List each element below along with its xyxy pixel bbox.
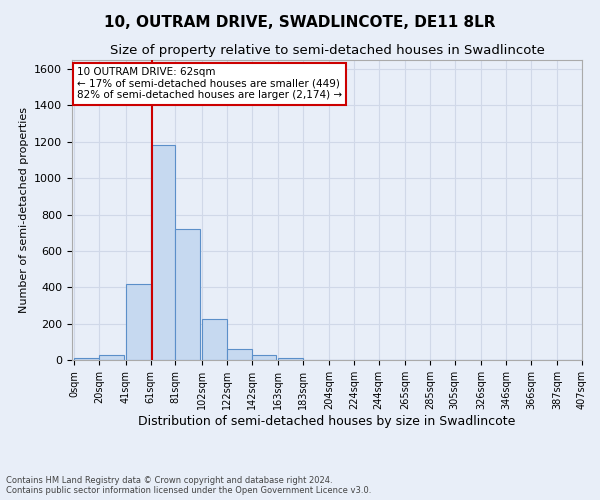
Bar bbox=[251, 354, 277, 360]
Bar bbox=[74, 358, 100, 360]
Text: 10 OUTRAM DRIVE: 62sqm
← 17% of semi-detached houses are smaller (449)
82% of se: 10 OUTRAM DRIVE: 62sqm ← 17% of semi-det… bbox=[77, 68, 342, 100]
Bar bbox=[202, 319, 227, 360]
Bar bbox=[175, 229, 200, 360]
Y-axis label: Number of semi-detached properties: Number of semi-detached properties bbox=[19, 107, 29, 313]
Text: Contains HM Land Registry data © Crown copyright and database right 2024.
Contai: Contains HM Land Registry data © Crown c… bbox=[6, 476, 371, 495]
Text: 10, OUTRAM DRIVE, SWADLINCOTE, DE11 8LR: 10, OUTRAM DRIVE, SWADLINCOTE, DE11 8LR bbox=[104, 15, 496, 30]
X-axis label: Distribution of semi-detached houses by size in Swadlincote: Distribution of semi-detached houses by … bbox=[139, 414, 515, 428]
Bar bbox=[151, 146, 175, 360]
Bar bbox=[278, 358, 302, 360]
Bar bbox=[227, 349, 251, 360]
Bar bbox=[100, 354, 124, 360]
Bar bbox=[125, 284, 151, 360]
Title: Size of property relative to semi-detached houses in Swadlincote: Size of property relative to semi-detach… bbox=[110, 44, 544, 58]
